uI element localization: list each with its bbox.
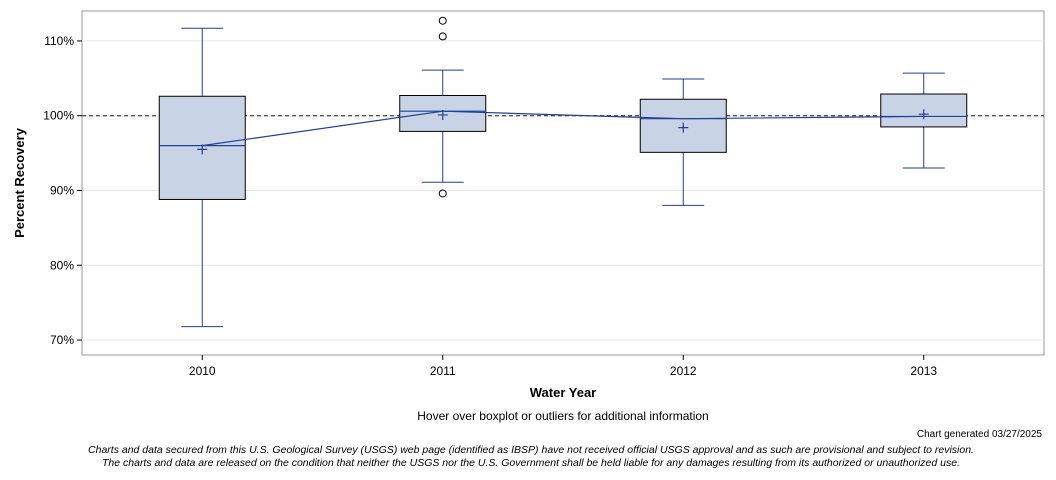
x-axis: 2010 2011 2012 2013 <box>189 355 937 378</box>
x-tick-label: 2013 <box>910 364 937 378</box>
y-axis: 70% 80% 90% 100% 110% <box>43 34 82 347</box>
box-2012[interactable] <box>639 78 727 206</box>
mean-marker <box>678 122 689 133</box>
x-axis-title: Water Year <box>530 385 597 400</box>
box-2010[interactable] <box>158 27 246 328</box>
y-tick-label: 90% <box>50 183 74 197</box>
x-tick-label: 2012 <box>670 364 697 378</box>
outlier-point[interactable] <box>438 189 447 198</box>
y-tick-label: 80% <box>50 258 74 272</box>
chart-generated-date: Chart generated 03/27/2025 <box>916 429 1042 440</box>
mean-line-layer <box>202 110 924 147</box>
mean-marker <box>918 109 929 120</box>
iqr-box[interactable] <box>880 93 968 128</box>
x-tick-label: 2011 <box>430 364 456 378</box>
y-tick-label: 100% <box>43 109 74 123</box>
hover-note: Hover over boxplot or outliers for addit… <box>417 409 709 423</box>
outlier-point[interactable] <box>438 16 447 25</box>
outlier-point[interactable] <box>438 32 447 41</box>
y-tick-label: 70% <box>50 333 74 347</box>
disclaimer-line-1: Charts and data secured from this U.S. G… <box>88 444 974 456</box>
median-connect-line <box>202 110 924 147</box>
y-tick-label: 110% <box>44 34 74 48</box>
x-tick-label: 2010 <box>189 364 216 378</box>
y-axis-title: Percent Recovery <box>12 127 27 238</box>
disclaimer-line-2: The charts and data are released on the … <box>102 457 960 469</box>
box-2013[interactable] <box>880 72 968 169</box>
mean-marker <box>197 144 208 155</box>
